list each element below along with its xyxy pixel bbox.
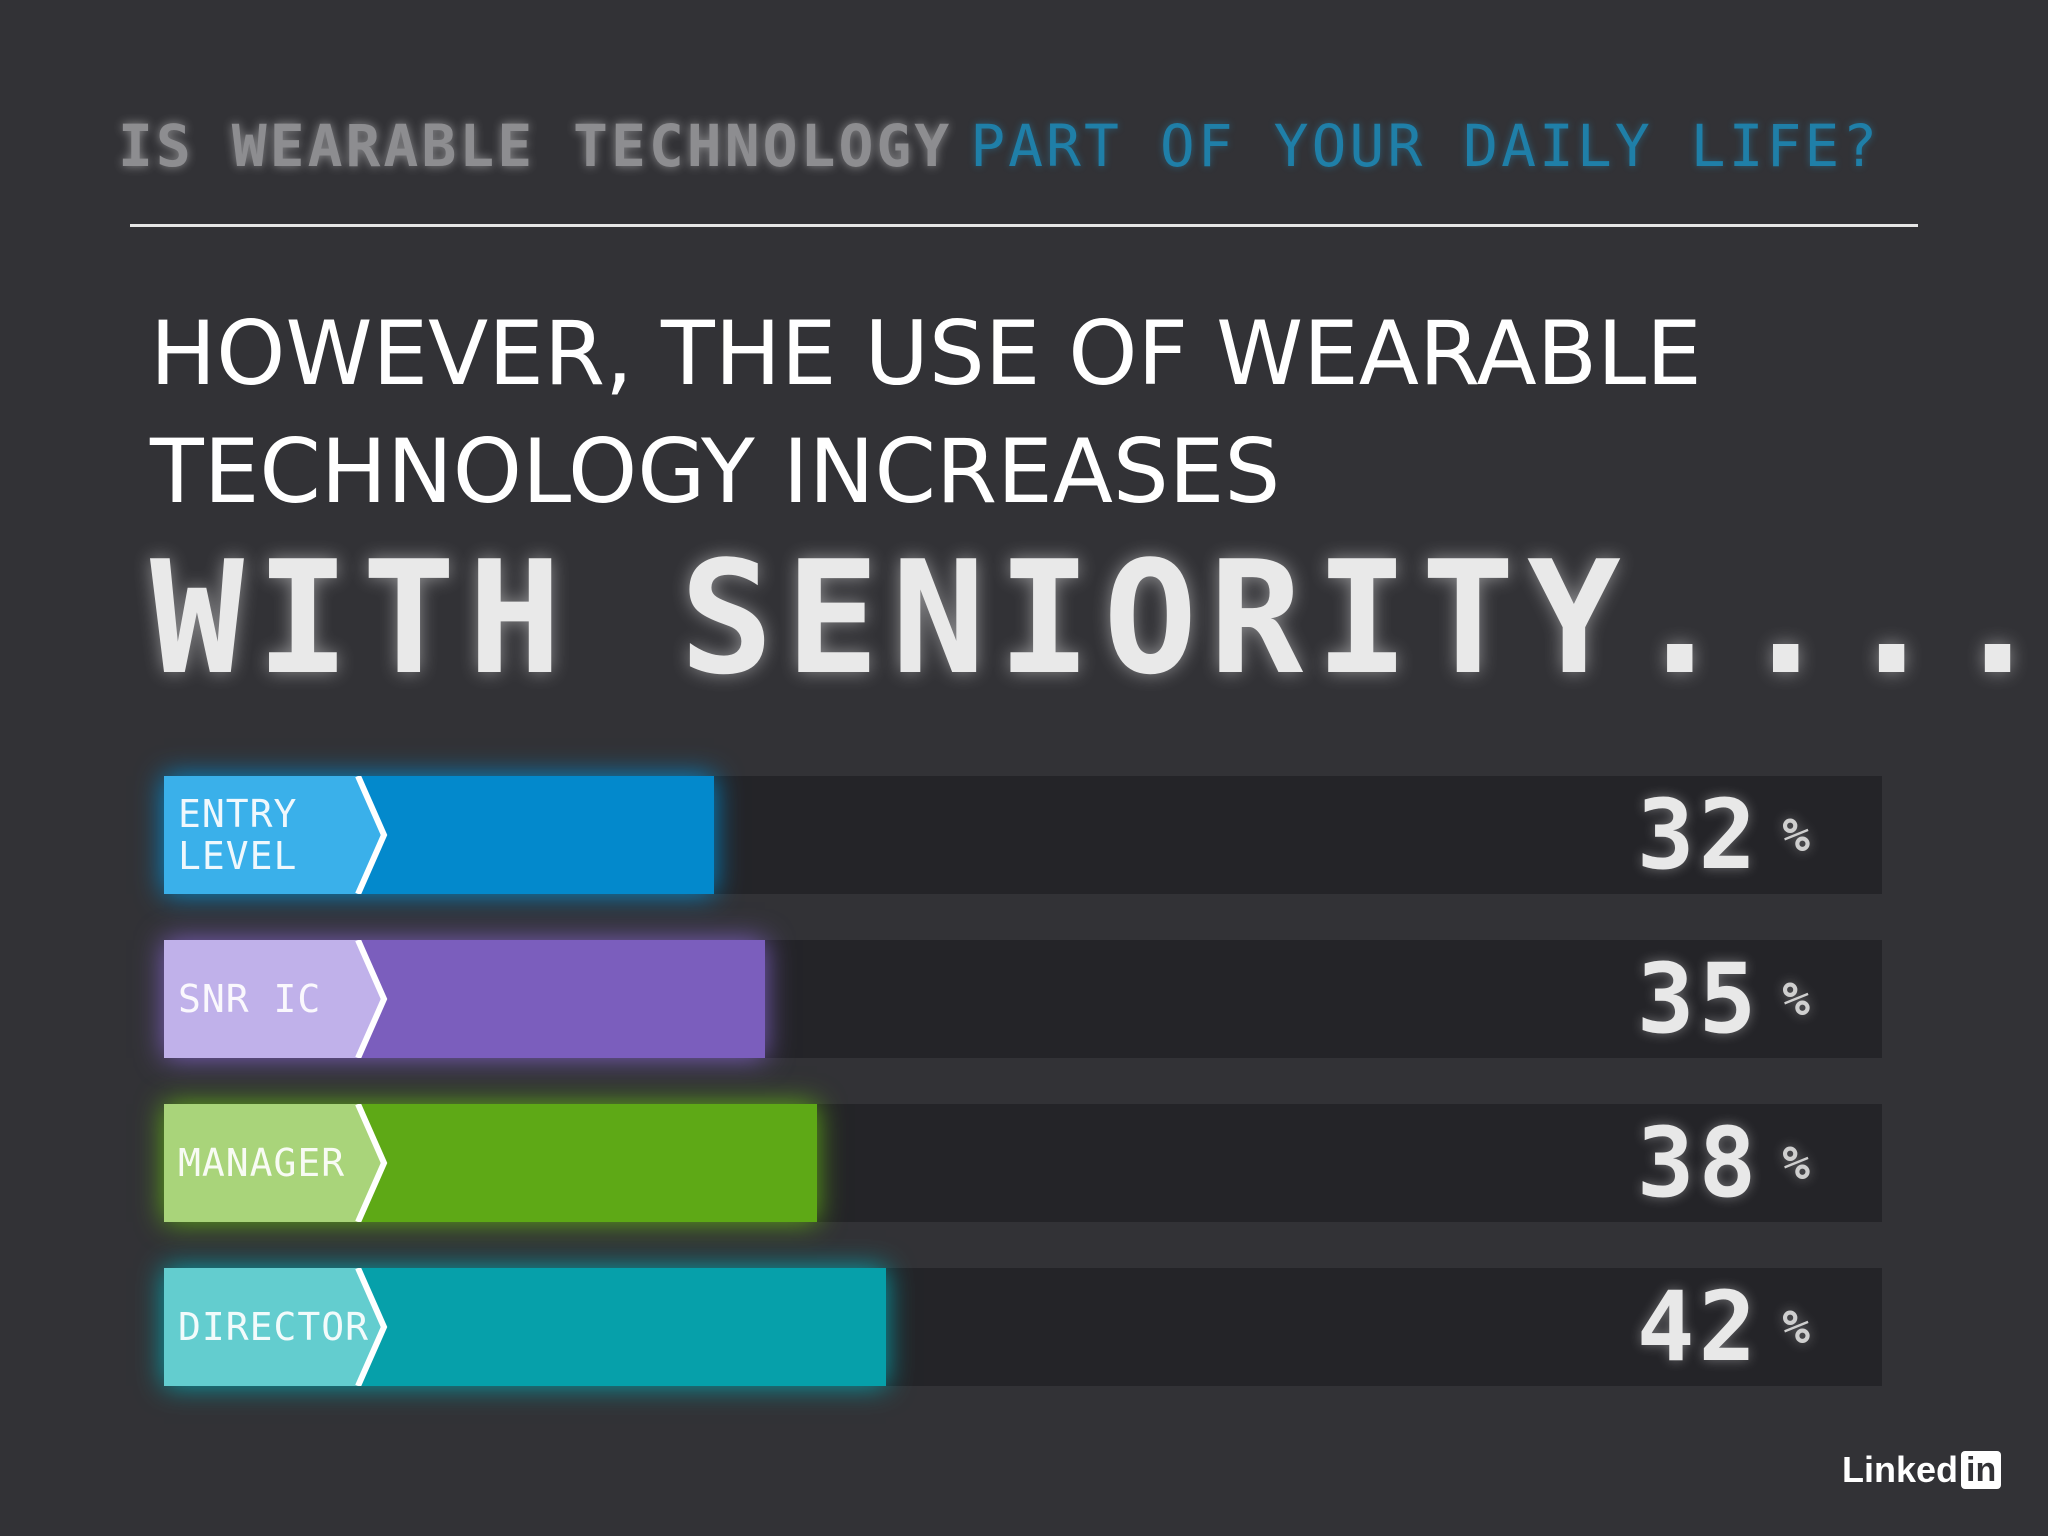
bar-row: DIRECTOR 42% [164, 1268, 1882, 1386]
logo-text: Linked [1842, 1449, 1959, 1490]
header-question-part1: IS WEARABLE TECHNOLOGY [118, 112, 953, 180]
headline-emphasis: WITH SENIORITY.... [150, 527, 2048, 709]
value-label: 42% [1510, 1268, 1810, 1386]
category-label: DIRECTOR [178, 1305, 370, 1349]
linkedin-logo: Linked in [1842, 1448, 2002, 1492]
category-tab: MANAGER [164, 1104, 394, 1222]
value-unit: % [1782, 808, 1810, 862]
category-tab-shape [164, 1104, 388, 1222]
header-divider [130, 224, 1918, 227]
bar-row: MANAGER 38% [164, 1104, 1882, 1222]
category-tab: DIRECTOR [164, 1268, 394, 1386]
seniority-bar-chart: ENTRY LEVEL 32% SNR IC 35% MANAGER 38% DIRECTO… [164, 776, 1882, 1388]
category-tab-fill [164, 776, 384, 894]
value-label: 38% [1510, 1104, 1810, 1222]
value-unit: % [1782, 972, 1810, 1026]
category-tab-shape [164, 1268, 388, 1386]
header-question-part2: PART OF YOUR DAILY LIFE? [970, 112, 1881, 180]
category-tab-shape [164, 776, 388, 894]
category-tab-fill [164, 940, 384, 1058]
category-tab: ENTRY LEVEL [164, 776, 394, 894]
value-number: 35 [1636, 943, 1761, 1055]
value-unit: % [1782, 1136, 1810, 1190]
value-number: 42 [1636, 1271, 1761, 1383]
value-label: 35% [1510, 940, 1810, 1058]
category-tab-chevron [355, 1104, 388, 1222]
category-tab: SNR IC [164, 940, 394, 1058]
category-label: SNR IC [178, 977, 322, 1021]
value-unit: % [1782, 1300, 1810, 1354]
category-label: MANAGER [178, 1141, 346, 1185]
bar-row: SNR IC 35% [164, 940, 1882, 1058]
value-number: 32 [1636, 779, 1761, 891]
value-number: 38 [1636, 1107, 1761, 1219]
value-label: 32% [1510, 776, 1810, 894]
header-question: IS WEARABLE TECHNOLOGY PART OF YOUR DAILY… [118, 112, 1938, 182]
logo-badge: in [1961, 1451, 2002, 1489]
headline-line2: TECHNOLOGY INCREASES [150, 420, 1281, 523]
category-tab-fill [164, 1104, 384, 1222]
category-tab-shape [164, 940, 388, 1058]
bar-row: ENTRY LEVEL 32% [164, 776, 1882, 894]
category-tab-chevron [355, 940, 388, 1058]
category-tab-fill [164, 1268, 384, 1386]
category-tab-chevron [355, 1268, 388, 1386]
category-tab-chevron [355, 776, 388, 894]
headline-line1: HOWEVER, THE USE OF WEARABLE [150, 302, 1702, 405]
headline: HOWEVER, THE USE OF WEARABLE TECHNOLOGY … [150, 295, 1900, 531]
category-label: ENTRY LEVEL [178, 792, 298, 878]
